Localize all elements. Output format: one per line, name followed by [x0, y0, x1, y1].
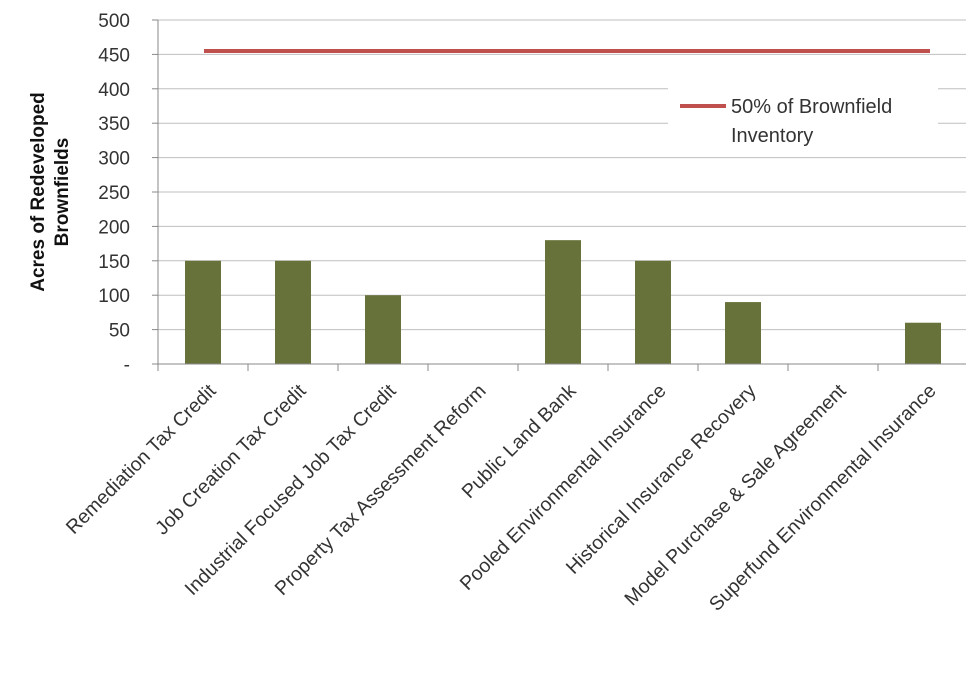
y-axis-title-line: Brownfields: [52, 138, 73, 247]
y-tick-label: 150: [98, 252, 130, 273]
bar: [275, 260, 311, 364]
y-tick-label: 250: [98, 183, 130, 204]
y-tick-label: 500: [98, 11, 130, 32]
bar: [545, 240, 581, 364]
bar: [905, 322, 941, 364]
y-tick-label: 50: [109, 321, 130, 342]
bar: [635, 260, 671, 364]
y-tick-label: 300: [98, 149, 130, 170]
y-tick-label: 450: [98, 45, 130, 66]
y-tick-label: 400: [98, 80, 130, 101]
y-tick-labels: - 50 100 150 200 250 300 350 400 450 500: [98, 11, 130, 376]
x-category-label: Job Creation Tax Credit: [151, 380, 311, 540]
y-tick-label: 200: [98, 217, 130, 238]
x-category-label: Historical Insurance Recovery: [562, 380, 761, 579]
legend-label: Inventory: [731, 125, 813, 147]
y-tick-label: 350: [98, 114, 130, 135]
axes: [152, 19, 966, 371]
x-category-label: Remediation Tax Credit: [62, 380, 221, 539]
bar: [185, 260, 221, 364]
legend: 50% of Brownfield Inventory: [668, 88, 938, 152]
bars: [185, 240, 941, 364]
bar: [365, 295, 401, 364]
y-axis-title: Acres of Redeveloped Brownfields: [28, 92, 73, 292]
legend-label: 50% of Brownfield: [731, 96, 892, 118]
y-tick-label: 100: [98, 286, 130, 307]
y-axis-title-line: Acres of Redeveloped: [28, 92, 49, 292]
legend-background: [668, 88, 938, 152]
y-tick-label: -: [124, 355, 130, 376]
bar: [725, 302, 761, 364]
